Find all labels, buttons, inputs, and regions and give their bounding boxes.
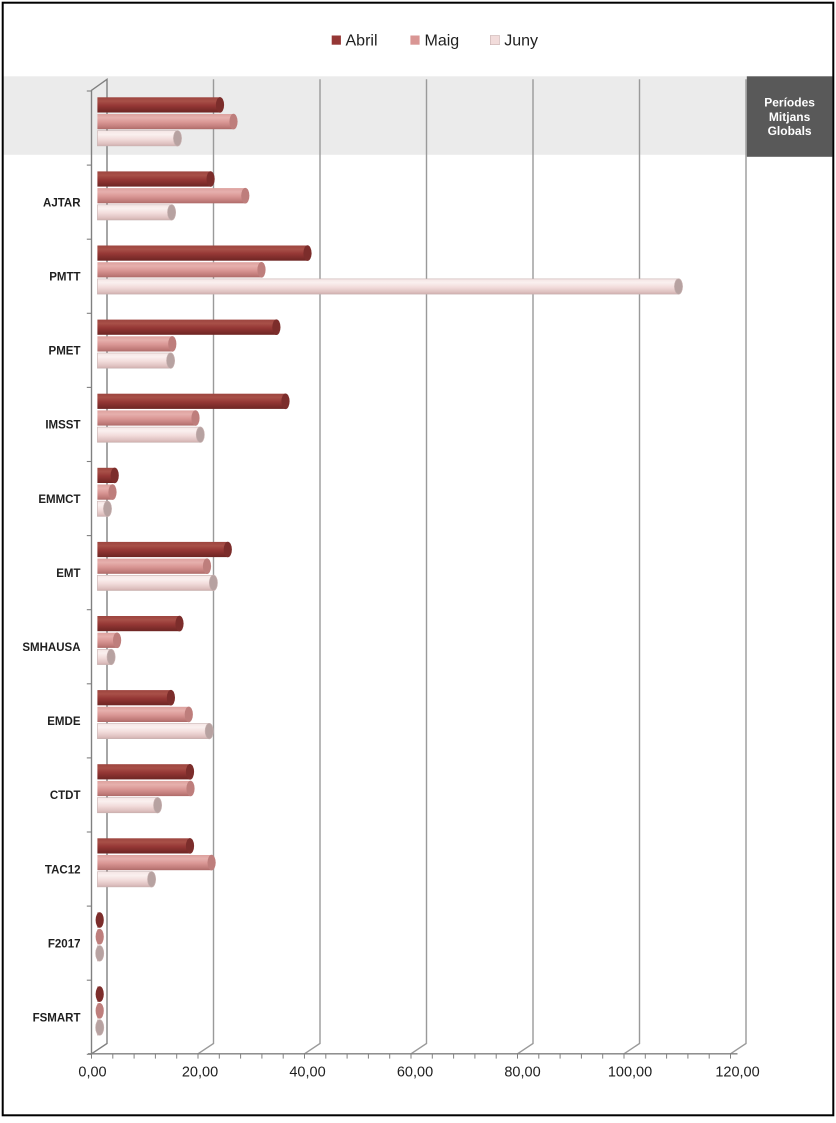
svg-text:Abril: Abril bbox=[346, 33, 378, 50]
svg-text:60,00: 60,00 bbox=[397, 1065, 433, 1081]
svg-text:IMSST: IMSST bbox=[45, 420, 80, 432]
svg-text:Mitjans: Mitjans bbox=[769, 110, 811, 124]
svg-text:FSMART: FSMART bbox=[33, 1013, 81, 1025]
svg-text:Juny: Juny bbox=[504, 33, 538, 50]
svg-text:EMT: EMT bbox=[56, 568, 80, 580]
svg-text:100,00: 100,00 bbox=[608, 1065, 652, 1081]
svg-text:0,00: 0,00 bbox=[78, 1065, 106, 1081]
svg-text:EMMCT: EMMCT bbox=[38, 494, 80, 506]
svg-text:SMHAUSA: SMHAUSA bbox=[22, 642, 80, 654]
svg-text:80,00: 80,00 bbox=[504, 1065, 540, 1081]
svg-text:CTDT: CTDT bbox=[50, 790, 81, 802]
svg-text:AJTAR: AJTAR bbox=[43, 197, 81, 209]
svg-text:EMDE: EMDE bbox=[47, 716, 81, 728]
svg-text:40,00: 40,00 bbox=[289, 1065, 325, 1081]
svg-text:F2017: F2017 bbox=[48, 938, 81, 950]
svg-text:PMTT: PMTT bbox=[49, 272, 80, 284]
svg-text:Maig: Maig bbox=[425, 33, 460, 50]
svg-text:TAC12: TAC12 bbox=[45, 864, 81, 876]
svg-text:PMET: PMET bbox=[49, 346, 81, 358]
svg-text:20,00: 20,00 bbox=[182, 1065, 218, 1081]
svg-text:120,00: 120,00 bbox=[715, 1065, 759, 1081]
svg-text:Períodes: Períodes bbox=[764, 96, 815, 110]
svg-text:Globals: Globals bbox=[768, 124, 812, 138]
